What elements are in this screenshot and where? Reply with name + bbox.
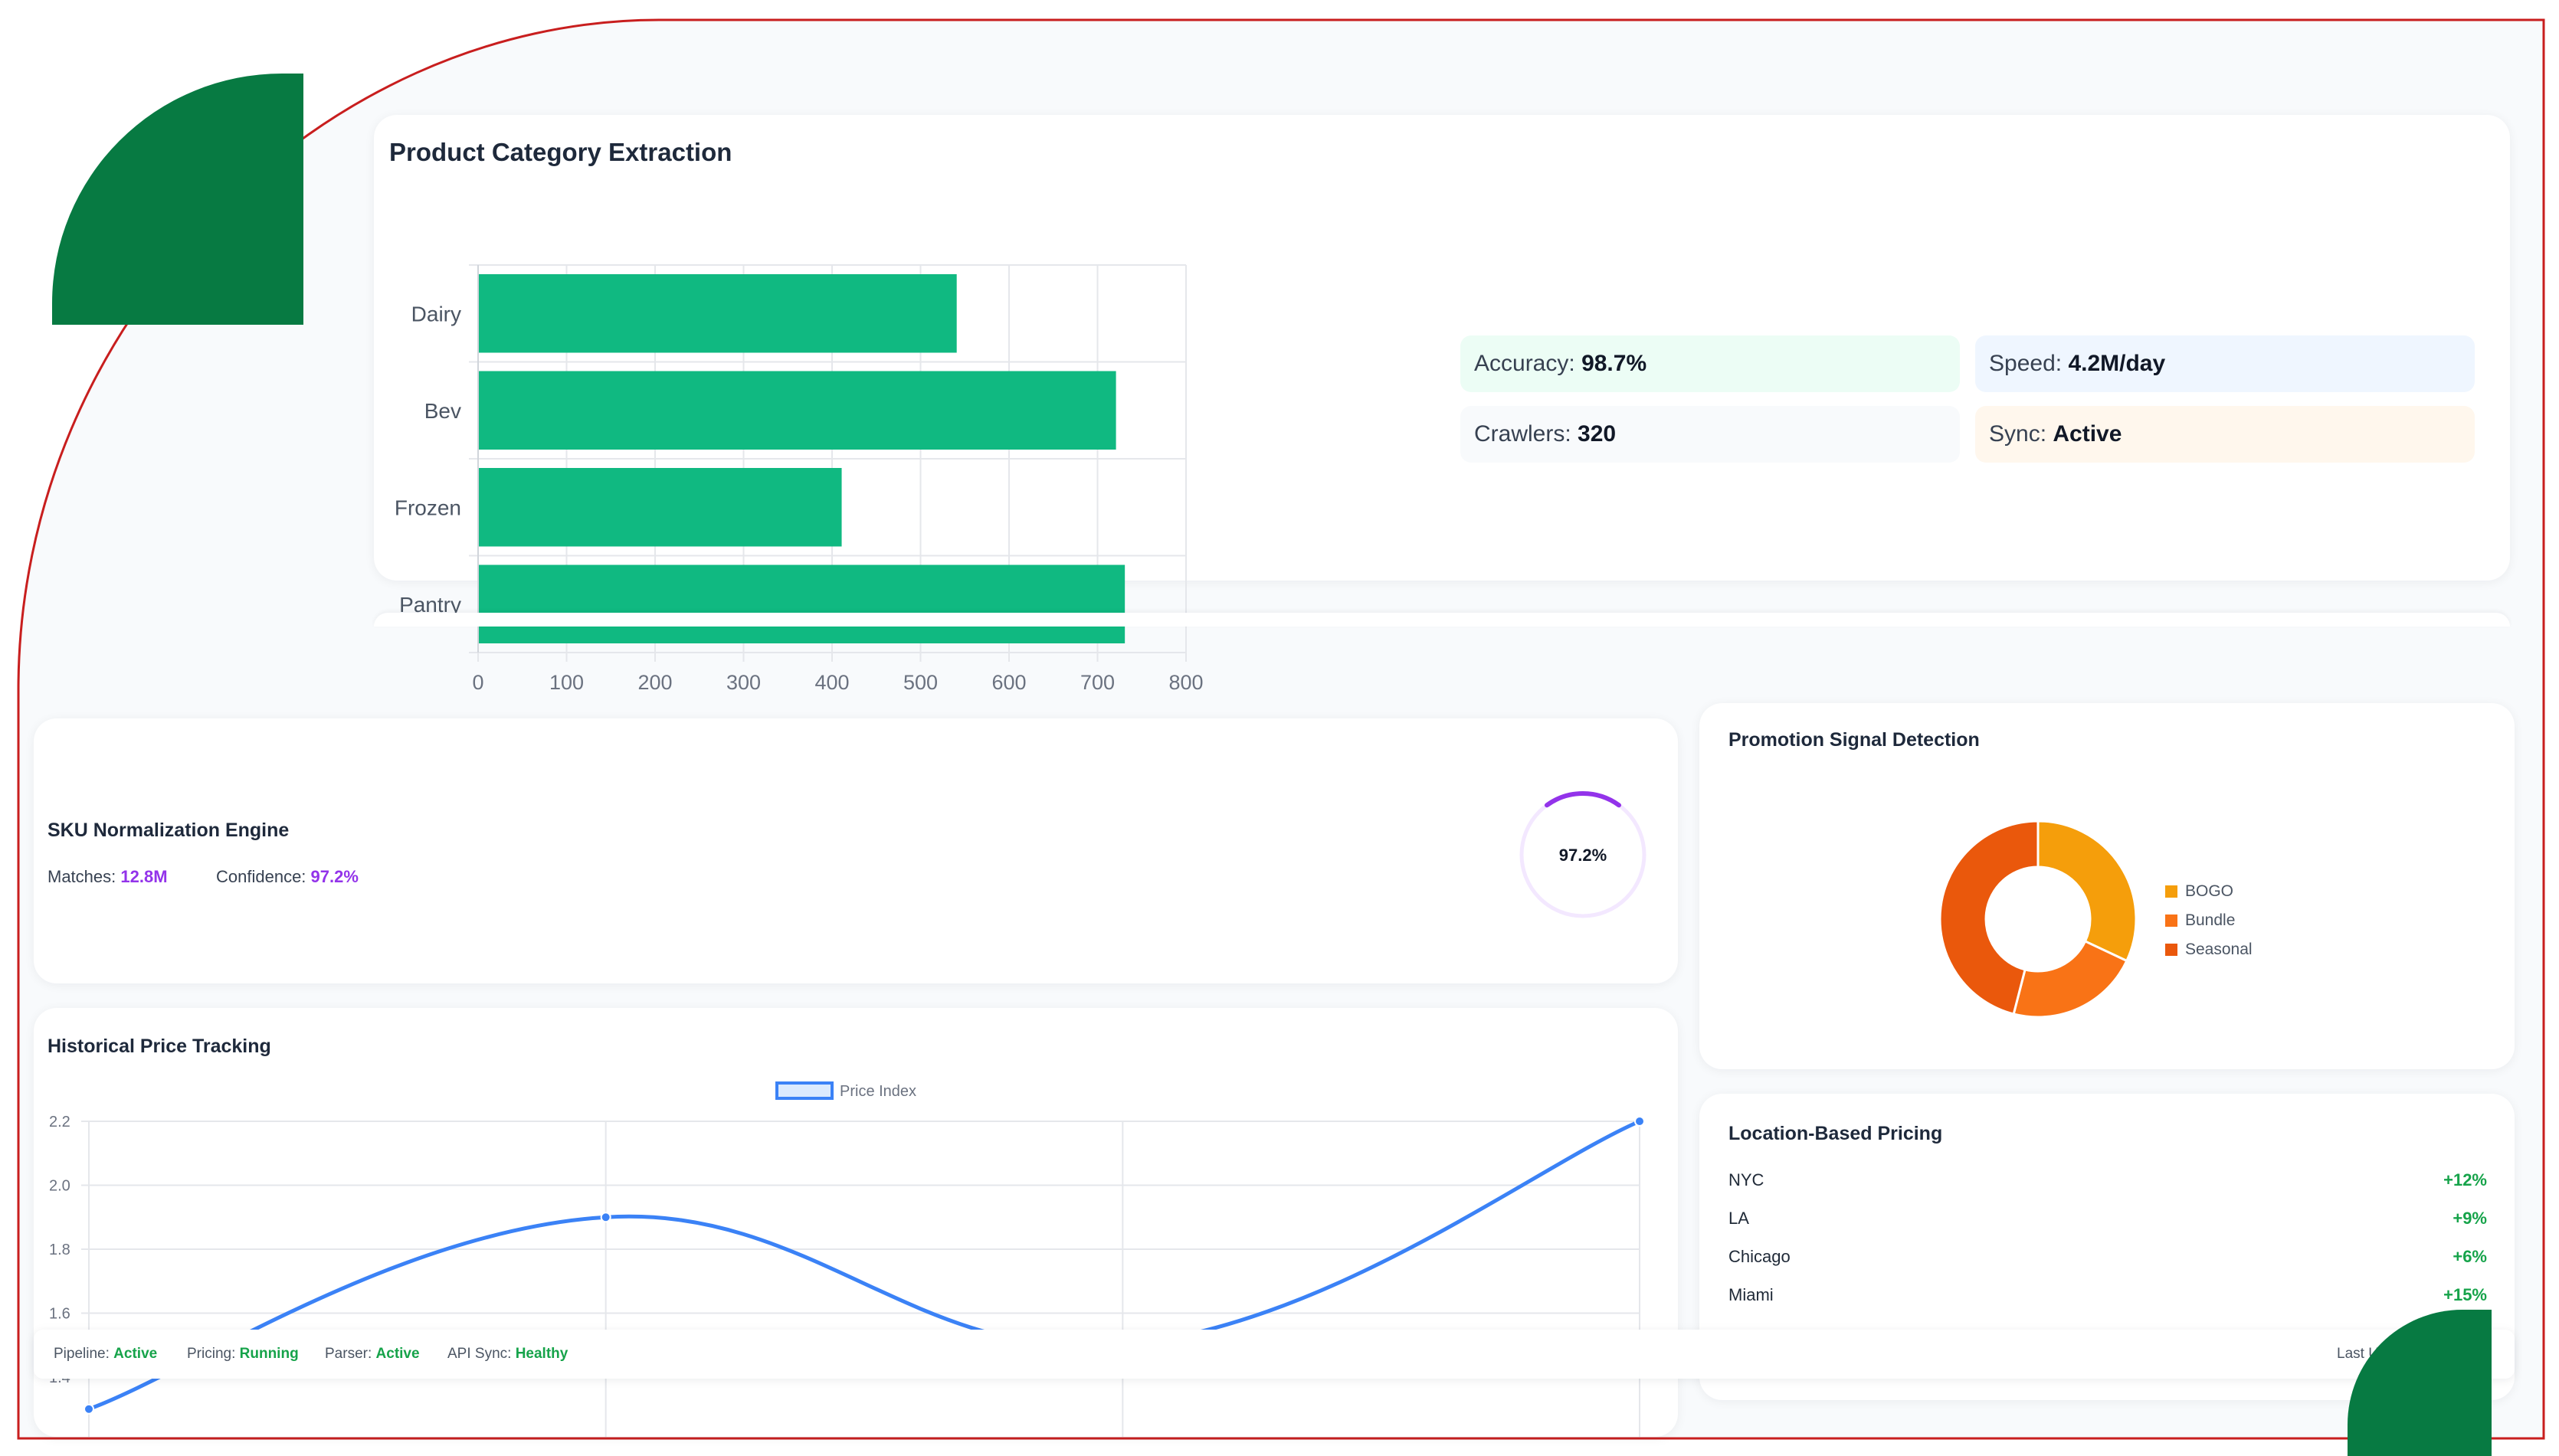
promotion-card: Promotion Signal Detection BOGO Bundle S… (1699, 703, 2515, 1069)
price-delta: +6% (2453, 1247, 2487, 1266)
category-label: Pantry (399, 593, 461, 617)
confidence-metric: Confidence: 97.2% (216, 867, 359, 886)
status-api-sync: API Sync: Healthy (447, 1346, 568, 1362)
legend-swatch-bogo (2165, 885, 2177, 898)
x-tick-label: 300 (726, 671, 761, 694)
donut-slice-seasonal (1938, 820, 2040, 1016)
price-delta: +12% (2443, 1170, 2487, 1189)
crawlers-stat: Crawlers: 320 (1460, 406, 1960, 463)
x-tick-label: 0 (472, 671, 483, 694)
confidence-gauge: 97.2% (1519, 791, 1646, 918)
status-parser: Parser: Active (325, 1346, 420, 1362)
legend-label: Price Index (840, 1083, 916, 1100)
location-row-miami: Miami +15% (1728, 1285, 2487, 1304)
category-card-title: Product Category Extraction (389, 138, 732, 166)
y-tick-label: 1.8 (49, 1242, 70, 1258)
category-bar-chart: 0 100 200 300 400 500 600 700 800 Dairy Bev Frozen P… (395, 264, 1204, 694)
donut-slice-bundle (2012, 939, 2128, 1019)
donut-slice-bogo (2036, 820, 2138, 963)
data-point (84, 1403, 94, 1415)
promotion-donut-chart (1938, 820, 2138, 1019)
y-tick-label: 2.2 (49, 1114, 70, 1130)
gauge-value-label: 97.2% (1559, 846, 1607, 865)
data-point (1634, 1116, 1645, 1127)
sync-stat: Sync: Active (1975, 406, 2475, 463)
bar (479, 468, 842, 547)
x-tick-label: 700 (1080, 671, 1115, 694)
y-tick-label: 1.6 (49, 1306, 70, 1323)
status-pricing: Pricing: Running (187, 1346, 299, 1362)
data-point (600, 1212, 611, 1223)
x-tick-label: 100 (549, 671, 584, 694)
legend-swatch-bundle (2165, 914, 2177, 927)
accuracy-stat: Accuracy: 98.7% (1460, 335, 1960, 392)
legend-swatch-seasonal (2165, 944, 2177, 956)
promotion-card-title: Promotion Signal Detection (1728, 729, 1980, 751)
category-card: Product Category Extraction 0 100 200 300 40… (374, 115, 2510, 694)
category-label: Frozen (395, 496, 461, 519)
sku-card: SKU Normalization Engine Matches: 12.8M … (34, 718, 1678, 983)
legend-item-seasonal[interactable]: Seasonal (2165, 941, 2253, 959)
legend-swatch-price-index (775, 1081, 834, 1100)
status-pipeline: Pipeline: Active (54, 1346, 158, 1362)
x-tick-label: 500 (903, 671, 938, 694)
x-tick-label: 600 (991, 671, 1026, 694)
location-row-chicago: Chicago +6% (1728, 1247, 2487, 1266)
category-label: Bev (424, 399, 461, 423)
price-delta: +15% (2443, 1285, 2487, 1304)
collapsed-card-edge (374, 613, 2510, 627)
speed-stat: Speed: 4.2M/day (1975, 335, 2475, 392)
location-row-nyc: NYC +12% (1728, 1170, 2487, 1189)
bar (479, 274, 957, 353)
gauge-arc (1544, 791, 1622, 808)
x-tick-label: 400 (814, 671, 849, 694)
location-card-title: Location-Based Pricing (1728, 1123, 1943, 1144)
history-card-title: Historical Price Tracking (48, 1036, 271, 1057)
price-delta: +9% (2453, 1209, 2487, 1228)
status-bar: Pipeline: Active Pricing: Running Parser… (34, 1330, 2515, 1379)
x-tick-label: 200 (637, 671, 672, 694)
sku-card-title: SKU Normalization Engine (48, 820, 290, 841)
x-tick-label: 800 (1168, 671, 1203, 694)
category-label: Dairy (411, 302, 461, 326)
location-row-la: LA +9% (1728, 1209, 2487, 1228)
bar (479, 371, 1116, 450)
price-index-line (88, 1119, 1640, 1412)
matches-metric: Matches: 12.8M (48, 867, 168, 886)
bar (479, 564, 1126, 643)
legend-item-bogo[interactable]: BOGO (2165, 882, 2233, 901)
legend-item-bundle[interactable]: Bundle (2165, 911, 2235, 930)
y-tick-label: 2.0 (49, 1178, 70, 1195)
